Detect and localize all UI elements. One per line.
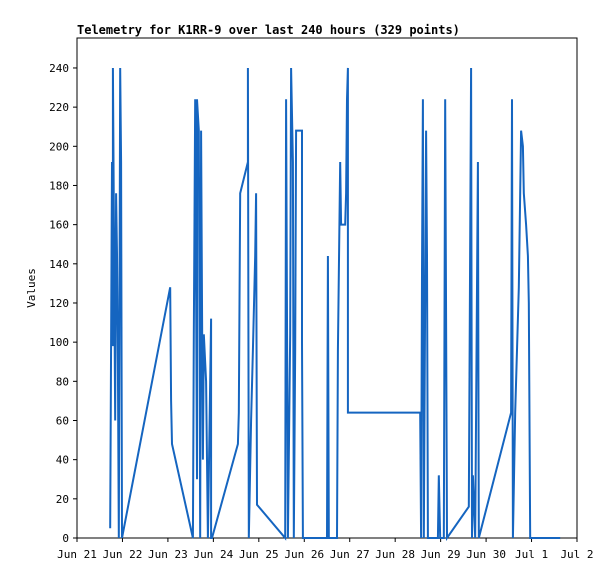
- x-tick-label: Jul 2: [560, 548, 593, 561]
- x-tick-label: Jun 24: [193, 548, 233, 561]
- x-tick-label: Jun 27: [330, 548, 370, 561]
- x-tick-label: Jun 29: [421, 548, 461, 561]
- y-axis-label: Values: [25, 268, 38, 308]
- y-tick-label: 220: [49, 101, 69, 114]
- y-tick-label: 240: [49, 62, 69, 75]
- chart-title: Telemetry for K1RR-9 over last 240 hours…: [77, 23, 460, 37]
- x-tick-label: Jun 25: [239, 548, 279, 561]
- x-tick-label: Jun 30: [466, 548, 506, 561]
- data-line: [109, 67, 561, 542]
- x-tick-label: Jun 22: [103, 548, 143, 561]
- x-tick-label: Jun 23: [148, 548, 188, 561]
- y-tick-label: 60: [56, 414, 69, 427]
- y-tick-label: 0: [62, 532, 69, 545]
- y-tick-label: 200: [49, 140, 69, 153]
- y-tick-label: 120: [49, 297, 69, 310]
- y-tick-label: 180: [49, 179, 69, 192]
- y-tick-label: 80: [56, 375, 69, 388]
- y-tick-label: 20: [56, 493, 69, 506]
- y-tick-label: 100: [49, 336, 69, 349]
- y-tick-label: 40: [56, 454, 69, 467]
- x-tick-label: Jun 21: [57, 548, 97, 561]
- x-tick-label: Jun 26: [284, 548, 324, 561]
- x-tick-label: Jul 1: [515, 548, 548, 561]
- y-tick-label: 160: [49, 219, 69, 232]
- x-tick-label: Jun 28: [375, 548, 415, 561]
- y-tick-label: 140: [49, 258, 69, 271]
